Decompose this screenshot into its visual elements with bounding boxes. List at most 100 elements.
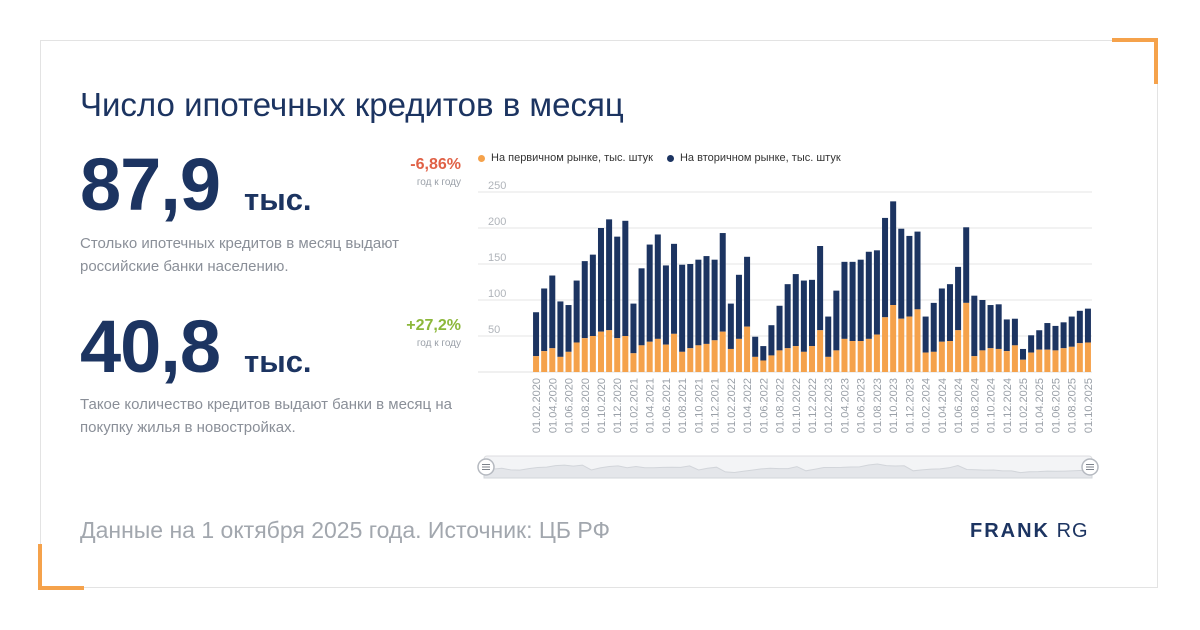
bar-primary-01.09.2023 — [882, 317, 889, 372]
bar-primary-01.05.2020 — [557, 356, 564, 372]
bar-primary-01.08.2025 — [1068, 346, 1075, 372]
bar-primary-01.06.2025 — [1052, 350, 1059, 372]
legend-item-secondary[interactable]: На вторичном рынке, тыс. штук — [666, 152, 841, 164]
stat-total-change: -6,86% год к году — [410, 156, 461, 188]
legend-label-primary: На первичном рынке, тыс. штук — [491, 152, 653, 164]
bar-secondary-01.10.2020 — [597, 228, 604, 332]
bar-primary-01.04.2023 — [841, 338, 848, 372]
bar-secondary-01.03.2020 — [541, 288, 548, 352]
legend-dot-primary — [478, 154, 485, 162]
bar-primary-01.10.2020 — [597, 331, 604, 372]
bar-primary-01.03.2025 — [1028, 352, 1035, 372]
bar-secondary-01.02.2020 — [533, 312, 540, 357]
bar-primary-01.09.2024 — [979, 350, 986, 372]
bar-secondary-01.10.2021 — [695, 259, 702, 346]
bar-secondary-01.06.2024 — [955, 266, 962, 331]
bar-primary-01.07.2022 — [768, 355, 775, 372]
bar-secondary-01.09.2021 — [687, 264, 694, 349]
x-tick-label-01.04.2021: 01.04.2021 — [645, 378, 657, 433]
bar-primary-01.01.2023 — [817, 330, 824, 372]
legend-label-secondary: На вторичном рынке, тыс. штук — [679, 152, 841, 164]
bar-secondary-01.06.2023 — [857, 259, 864, 342]
legend-item-primary[interactable]: На первичном рынке, тыс. штук — [478, 152, 653, 164]
x-tick-label-01.10.2020: 01.10.2020 — [596, 378, 608, 433]
x-tick-label-01.12.2023: 01.12.2023 — [904, 378, 916, 433]
bar-secondary-01.09.2025 — [1076, 310, 1083, 344]
bar-primary-01.11.2021 — [703, 343, 710, 372]
bar-primary-01.04.2025 — [1036, 349, 1043, 372]
bar-secondary-01.01.2024 — [914, 231, 921, 310]
bar-secondary-01.09.2022 — [784, 284, 791, 349]
bar-primary-01.07.2020 — [573, 342, 580, 372]
bar-primary-01.12.2020 — [614, 338, 621, 372]
x-tick-label-01.10.2025: 01.10.2025 — [1083, 378, 1095, 433]
y-tick-label-250: 250 — [488, 180, 506, 192]
bar-primary-01.12.2022 — [808, 346, 816, 372]
bar-secondary-01.10.2023 — [890, 201, 897, 306]
stat-total-description: Столько ипотечных кредитов в месяц выдаю… — [80, 235, 399, 275]
bar-primary-01.10.2024 — [987, 348, 994, 372]
bar-primary-01.06.2022 — [760, 360, 767, 372]
stat-primary-description: Такое количество кредитов выдают банки в… — [80, 396, 452, 436]
bar-secondary-01.03.2024 — [930, 302, 937, 352]
x-tick-label-01.06.2020: 01.06.2020 — [564, 378, 576, 433]
legend-dot-secondary — [666, 154, 674, 162]
mortgage-bar-chart: 50 100 150 200 250 01.02.2020 01.04.2020 01.06… — [477, 180, 1099, 479]
bar-secondary-01.04.2023 — [841, 261, 848, 339]
bar-primary-01.09.2021 — [687, 348, 694, 372]
bar-primary-01.11.2020 — [606, 330, 613, 372]
bar-primary-01.05.2022 — [752, 356, 759, 372]
bar-secondary-01.10.2025 — [1084, 308, 1091, 343]
bar-secondary-01.04.2020 — [549, 275, 556, 349]
bar-primary-01.05.2023 — [849, 341, 856, 372]
bar-secondary-01.03.2021 — [638, 268, 645, 346]
stat-primary-change-label: год к году — [416, 338, 461, 349]
x-tick-label-01.02.2022: 01.02.2022 — [726, 378, 738, 433]
x-tick-label-01.12.2024: 01.12.2024 — [1002, 378, 1014, 433]
y-tick-label-200: 200 — [488, 216, 506, 228]
y-tick-label-50: 50 — [488, 324, 500, 336]
x-tick-label-01.12.2022: 01.12.2022 — [807, 378, 819, 433]
bar-primary-01.06.2021 — [662, 344, 669, 372]
bar-secondary-01.04.2022 — [744, 256, 751, 327]
x-tick-label-01.04.2022: 01.04.2022 — [742, 378, 754, 433]
bar-primary-01.02.2024 — [922, 352, 929, 372]
bar-secondary-01.04.2025 — [1036, 330, 1043, 350]
bar-primary-01.04.2021 — [646, 341, 653, 372]
bar-secondary-01.03.2025 — [1028, 335, 1035, 353]
chart-bars — [533, 201, 1091, 372]
bar-secondary-01.07.2022 — [768, 325, 775, 356]
x-tick-label-01.12.2020: 01.12.2020 — [612, 378, 624, 433]
x-tick-label-01.04.2020: 01.04.2020 — [547, 378, 559, 433]
bar-primary-01.01.2022 — [719, 331, 726, 372]
stat-primary-change-value: +27,2% — [406, 317, 461, 334]
x-tick-label-01.08.2021: 01.08.2021 — [677, 378, 689, 433]
source-note: Данные на 1 октября 2025 года. Источник:… — [80, 517, 610, 543]
bar-secondary-01.07.2025 — [1060, 322, 1067, 349]
bar-secondary-01.08.2023 — [873, 250, 880, 335]
x-tick-label-01.02.2024: 01.02.2024 — [921, 378, 933, 433]
bar-primary-01.01.2021 — [622, 336, 629, 372]
chart-legend: На первичном рынке, тыс. штук На вторичн… — [478, 152, 841, 164]
x-tick-label-01.06.2023: 01.06.2023 — [856, 378, 868, 433]
bar-primary-01.08.2022 — [776, 350, 783, 372]
logo-light: RG — [1056, 520, 1089, 542]
bar-secondary-01.09.2023 — [882, 217, 889, 318]
x-tick-label-01.10.2023: 01.10.2023 — [888, 378, 900, 433]
stat-primary: 40,8 тыс. — [80, 304, 312, 389]
bar-secondary-01.05.2023 — [849, 261, 856, 342]
bar-primary-01.03.2024 — [930, 351, 937, 372]
bar-primary-01.07.2024 — [963, 302, 970, 372]
x-axis-labels: 01.02.2020 01.04.2020 01.06.2020 01.08.2020… — [531, 378, 1095, 433]
corner-accent-top-right — [1112, 38, 1158, 84]
bar-primary-01.12.2023 — [906, 316, 913, 372]
bar-primary-01.04.2020 — [549, 348, 556, 372]
bar-primary-01.09.2022 — [784, 348, 791, 372]
bar-secondary-01.03.2023 — [833, 290, 840, 351]
bar-secondary-01.10.2022 — [792, 274, 799, 347]
bar-primary-01.06.2023 — [857, 341, 864, 372]
x-tick-label-01.02.2020: 01.02.2020 — [531, 378, 543, 433]
bar-secondary-01.11.2023 — [898, 228, 905, 319]
x-tick-label-01.06.2025: 01.06.2025 — [1050, 378, 1062, 433]
chart-navigator[interactable] — [477, 455, 1099, 479]
